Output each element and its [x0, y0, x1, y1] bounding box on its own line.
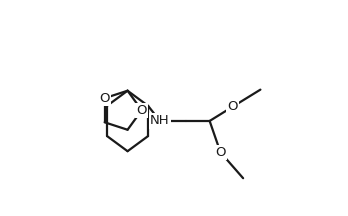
Text: O: O	[100, 92, 110, 105]
Text: O: O	[136, 104, 147, 117]
Text: O: O	[215, 146, 226, 159]
Text: NH: NH	[150, 114, 170, 127]
Text: O: O	[227, 100, 238, 113]
